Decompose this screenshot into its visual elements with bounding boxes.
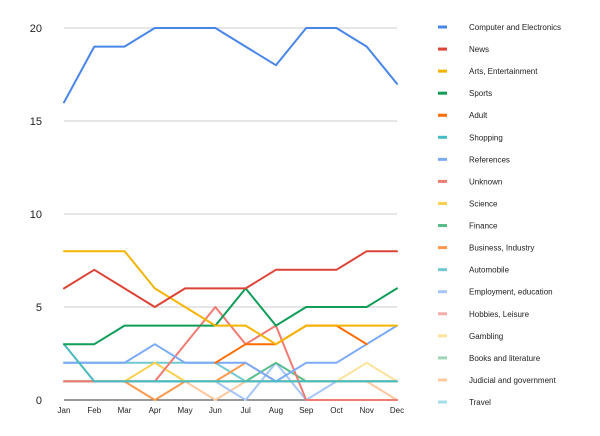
legend-item: Shopping — [438, 133, 503, 142]
legend-item: Sports — [438, 89, 492, 98]
legend-item: Judicial and government — [438, 376, 556, 385]
series-line — [63, 287, 398, 346]
legend-item: References — [438, 155, 510, 164]
x-tick-label: Jan — [58, 406, 71, 415]
legend-label: Judicial and government — [469, 376, 556, 385]
legend-label: Shopping — [469, 133, 503, 142]
legend-item: Travel — [438, 398, 491, 407]
legend-label: Adult — [469, 111, 488, 120]
legend-item: Unknown — [438, 177, 502, 186]
x-tick-label: Aug — [269, 406, 283, 415]
legend-label: Gambling — [469, 332, 503, 341]
y-tick-label: 15 — [30, 116, 42, 128]
legend-label: News — [469, 45, 489, 54]
legend-item: Arts, Entertainment — [438, 67, 538, 76]
x-tick-label: Dec — [390, 406, 404, 415]
legend-label: Automobile — [469, 266, 510, 275]
y-axis-ticks: 0 5 10 15 20 — [30, 23, 42, 407]
legend-item: Science — [438, 199, 498, 208]
x-tick-label: Sep — [299, 406, 314, 415]
legend-item: Gambling — [438, 332, 503, 341]
x-tick-label: Jun — [209, 406, 222, 415]
legend: Computer and Electronics News Arts, Entert… — [438, 23, 561, 407]
legend-item: Adult — [438, 111, 488, 120]
x-axis-ticks: Jan Feb Mar Apr May Jun Jul Aug Sep Oct Nov Dec — [58, 406, 405, 415]
legend-item: Finance — [438, 222, 498, 231]
legend-item: Books and literature — [438, 354, 541, 363]
legend-label: Finance — [469, 222, 498, 231]
legend-label: Unknown — [469, 177, 502, 186]
legend-label: References — [469, 155, 510, 164]
x-tick-label: Feb — [87, 406, 101, 415]
grid-lines — [64, 27, 397, 401]
y-tick-label: 0 — [36, 395, 42, 407]
legend-item: Hobbies, Leisure — [438, 310, 530, 319]
series-line — [63, 250, 398, 308]
x-tick-label: Apr — [149, 406, 162, 415]
series-line — [63, 250, 398, 346]
legend-label: Hobbies, Leisure — [469, 310, 530, 319]
legend-label: Sports — [469, 89, 492, 98]
legend-label: Computer and Electronics — [469, 23, 561, 32]
legend-item: Computer and Electronics — [438, 23, 561, 32]
legend-label: Employment, education — [469, 288, 553, 297]
series-line — [63, 324, 398, 383]
legend-label: Business, Industry — [469, 244, 534, 253]
legend-item: Automobile — [438, 266, 510, 275]
x-tick-label: Nov — [360, 406, 374, 415]
y-tick-label: 10 — [30, 209, 42, 221]
x-tick-label: Jul — [241, 406, 251, 415]
series-line — [63, 343, 398, 383]
x-tick-label: Mar — [118, 406, 132, 415]
series-line — [63, 27, 398, 104]
y-tick-label: 20 — [30, 23, 42, 35]
legend-label: Books and literature — [469, 354, 541, 363]
legend-item: Business, Industry — [438, 244, 534, 253]
x-tick-label: Oct — [330, 406, 343, 415]
legend-label: Arts, Entertainment — [469, 67, 538, 76]
x-tick-label: May — [178, 406, 193, 415]
series-lines — [63, 27, 398, 401]
legend-item: News — [438, 45, 489, 54]
legend-label: Travel — [469, 398, 491, 407]
legend-item: Employment, education — [438, 288, 553, 297]
legend-label: Science — [469, 199, 498, 208]
y-tick-label: 5 — [36, 302, 42, 314]
